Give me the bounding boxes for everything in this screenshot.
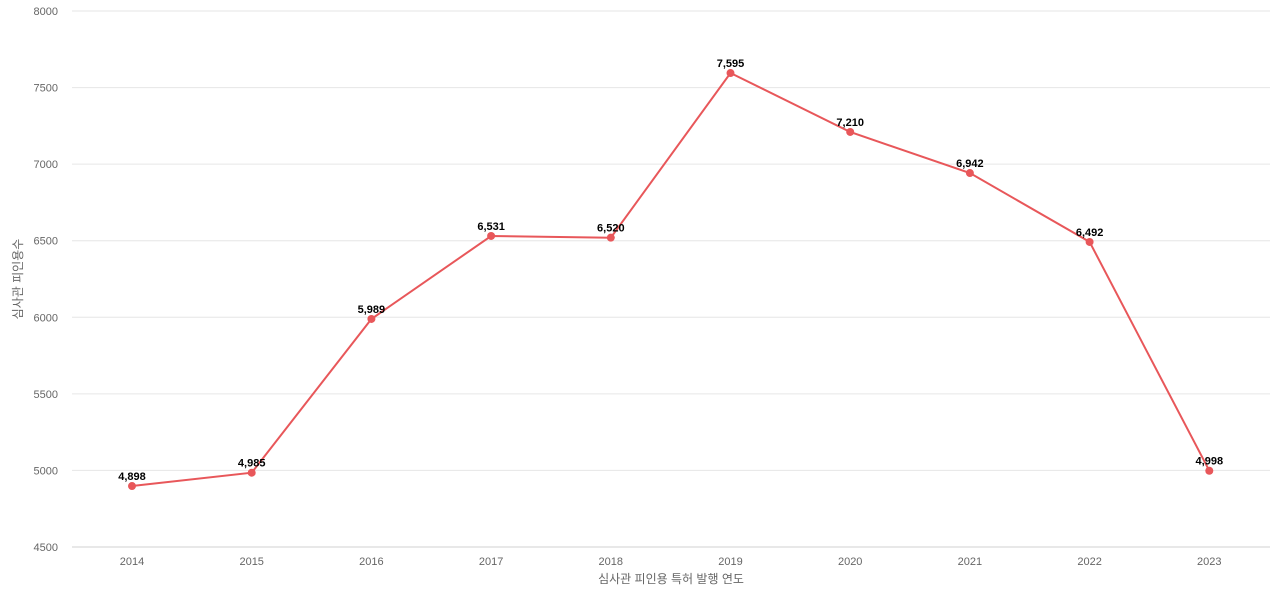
- data-label: 6,531: [477, 221, 505, 233]
- y-axis-title: 심사관 피인용수: [11, 239, 25, 320]
- data-point[interactable]: [846, 127, 855, 136]
- y-tick-label: 7000: [34, 159, 58, 171]
- y-axis-ticks: 4500 5000 5500 6000 6500 7000 7500 8000: [34, 6, 58, 554]
- data-label: 5,989: [358, 304, 386, 316]
- data-point[interactable]: [487, 231, 496, 240]
- data-label: 4,985: [238, 458, 266, 470]
- data-points: [128, 69, 1214, 491]
- data-point[interactable]: [1085, 237, 1094, 246]
- data-label: 7,210: [836, 117, 864, 129]
- x-axis-ticks: 2014 2015 2016 2017 2018 2019 2020 2021 2022 2023: [120, 556, 1222, 568]
- y-tick-label: 8000: [34, 6, 58, 18]
- x-axis-title: 심사관 피인용 특허 발행 연도: [598, 571, 744, 586]
- x-tick-label: 2015: [239, 556, 263, 568]
- x-tick-label: 2022: [1077, 556, 1101, 568]
- data-point[interactable]: [726, 69, 735, 78]
- data-point[interactable]: [965, 169, 974, 178]
- y-tick-label: 6500: [34, 236, 58, 248]
- data-label: 4,998: [1196, 456, 1224, 468]
- y-tick-label: 5000: [34, 465, 58, 477]
- x-tick-label: 2014: [120, 556, 144, 568]
- data-labels: 4,898 4,985 5,989 6,531 6,520 7,595 7,210 6,942…: [118, 58, 1223, 483]
- x-tick-label: 2021: [958, 556, 982, 568]
- y-tick-label: 6000: [34, 312, 58, 324]
- x-tick-label: 2023: [1197, 556, 1221, 568]
- x-tick-label: 2018: [599, 556, 623, 568]
- data-label: 4,898: [118, 471, 146, 483]
- y-tick-label: 5500: [34, 389, 58, 401]
- y-tick-label: 4500: [34, 542, 58, 554]
- x-tick-label: 2016: [359, 556, 383, 568]
- grid-lines: [72, 10, 1270, 471]
- x-tick-label: 2020: [838, 556, 862, 568]
- data-point[interactable]: [1205, 466, 1214, 475]
- data-label: 6,492: [1076, 227, 1104, 239]
- data-label: 6,942: [956, 158, 984, 170]
- data-point[interactable]: [606, 233, 615, 242]
- data-label: 7,595: [717, 58, 745, 70]
- series-line: [131, 71, 1211, 487]
- x-tick-label: 2019: [718, 556, 742, 568]
- data-label: 6,520: [597, 223, 625, 235]
- data-point[interactable]: [128, 482, 136, 491]
- x-tick-label: 2017: [479, 556, 503, 568]
- data-point[interactable]: [367, 314, 376, 323]
- data-point[interactable]: [247, 468, 256, 477]
- y-tick-label: 7500: [34, 83, 58, 95]
